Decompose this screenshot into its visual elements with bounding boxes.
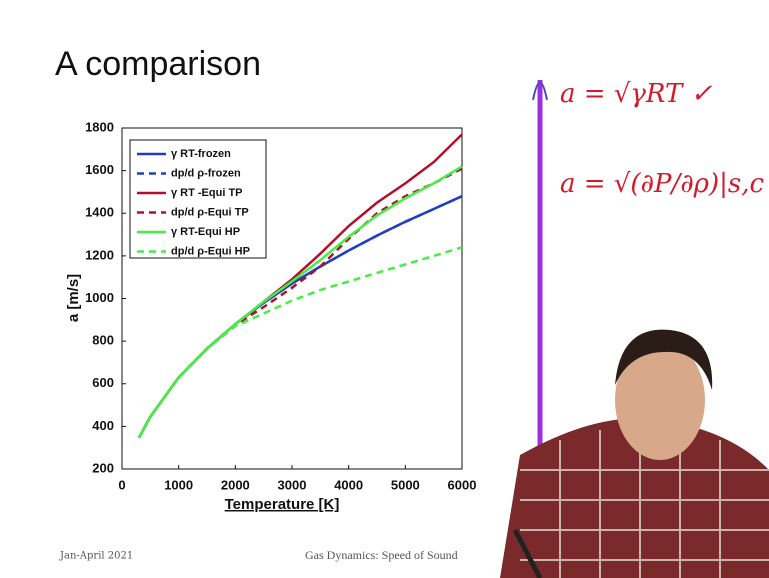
x-tick-label: 0 (118, 477, 125, 492)
y-tick-label: 200 (92, 460, 114, 475)
plaid (520, 425, 769, 578)
face (615, 340, 705, 460)
x-tick-label: 4000 (334, 477, 363, 492)
y-tick-label: 400 (92, 418, 114, 433)
legend-label: dp/d ρ-Equi HP (171, 245, 250, 257)
legend-label: γ RT-Equi HP (171, 226, 240, 238)
presenter (500, 329, 769, 578)
x-tick-label: 3000 (278, 477, 307, 492)
x-tick-label: 5000 (391, 477, 420, 492)
footer-date: Jan-April 2021 (59, 551, 133, 562)
pen-mark (532, 81, 548, 101)
legend-label: dp/d ρ-Equi TP (171, 206, 249, 218)
hair (615, 329, 713, 390)
y-tick-label: 1800 (85, 119, 114, 134)
series-line (137, 246, 463, 439)
x-tick-label: 2000 (221, 477, 250, 492)
y-tick-label: 600 (92, 375, 114, 390)
slide-title: A comparison (55, 45, 261, 83)
handwritten-note: a = √(∂P/∂ρ)|s,c (560, 169, 764, 199)
y-tick-label: 1600 (85, 162, 114, 177)
y-tick-label: 1200 (85, 247, 114, 262)
y-axis-label: a [m/s] (65, 274, 82, 322)
y-tick-label: 800 (92, 333, 114, 348)
shirt (500, 418, 769, 578)
legend-label: dp/d ρ-frozen (171, 167, 241, 179)
legend-label: γ RT-frozen (171, 148, 231, 160)
x-tick-label: 1000 (164, 477, 193, 492)
y-tick-label: 1000 (85, 290, 114, 305)
x-axis-label: Temperature [K] (225, 496, 340, 513)
handwritten-note: a = √γRT ✓ (560, 79, 713, 109)
x-tick-label: 6000 (448, 477, 477, 492)
legend-box (129, 139, 267, 259)
y-tick-label: 1400 (85, 205, 114, 220)
footer-course: Gas Dynamics: Speed of Sound (305, 548, 458, 562)
pen (512, 528, 543, 578)
legend-label: γ RT -Equi TP (171, 187, 243, 199)
